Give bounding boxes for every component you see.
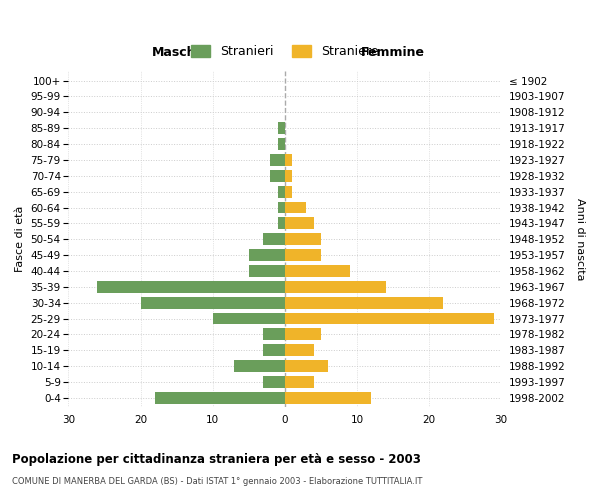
Bar [271, 154, 285, 166]
Text: COMUNE DI MANERBA DEL GARDA (BS) - Dati ISTAT 1° gennaio 2003 - Elaborazione TUT: COMUNE DI MANERBA DEL GARDA (BS) - Dati … [12, 478, 422, 486]
Bar [285, 360, 328, 372]
Bar [263, 234, 285, 245]
Legend: Stranieri, Straniere: Stranieri, Straniere [186, 40, 383, 64]
Y-axis label: Anni di nascita: Anni di nascita [575, 198, 585, 280]
Bar [285, 202, 307, 213]
Bar [263, 376, 285, 388]
Bar [285, 376, 314, 388]
Bar [285, 312, 494, 324]
Bar [285, 265, 350, 277]
Bar [278, 138, 285, 150]
Bar [285, 296, 443, 308]
Bar [285, 154, 292, 166]
Bar [285, 234, 321, 245]
Bar [155, 392, 285, 404]
Bar [278, 218, 285, 230]
Bar [263, 328, 285, 340]
Bar [249, 249, 285, 261]
Bar [285, 328, 321, 340]
Bar [249, 265, 285, 277]
Bar [271, 170, 285, 181]
Text: Maschi: Maschi [152, 46, 201, 59]
Bar [285, 218, 314, 230]
Bar [278, 202, 285, 213]
Bar [285, 170, 292, 181]
Bar [212, 312, 285, 324]
Text: Popolazione per cittadinanza straniera per età e sesso - 2003: Popolazione per cittadinanza straniera p… [12, 452, 421, 466]
Bar [278, 186, 285, 198]
Y-axis label: Fasce di età: Fasce di età [15, 206, 25, 272]
Bar [235, 360, 285, 372]
Bar [278, 122, 285, 134]
Bar [285, 249, 321, 261]
Bar [140, 296, 285, 308]
Bar [263, 344, 285, 356]
Bar [285, 186, 292, 198]
Text: Femmine: Femmine [361, 46, 425, 59]
Bar [285, 281, 386, 293]
Bar [285, 344, 314, 356]
Bar [97, 281, 285, 293]
Bar [285, 392, 371, 404]
